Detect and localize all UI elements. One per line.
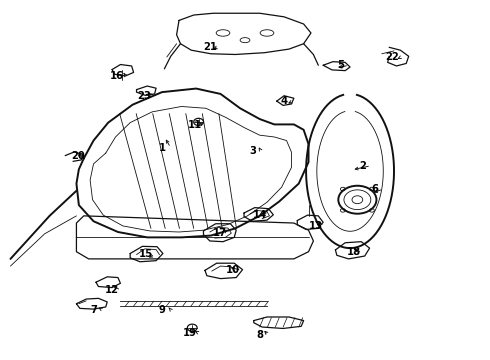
Text: 11: 11 <box>188 120 202 130</box>
Text: 3: 3 <box>249 146 256 156</box>
Text: 13: 13 <box>309 221 323 230</box>
Text: 4: 4 <box>281 96 288 106</box>
Text: 9: 9 <box>158 305 165 315</box>
Text: 8: 8 <box>256 330 263 340</box>
Text: 15: 15 <box>139 249 153 259</box>
Text: 2: 2 <box>359 161 366 171</box>
Text: 22: 22 <box>386 52 399 62</box>
Text: 17: 17 <box>213 228 226 238</box>
Text: 5: 5 <box>337 60 344 70</box>
Text: 18: 18 <box>346 247 361 257</box>
Text: 14: 14 <box>252 210 267 220</box>
Text: 16: 16 <box>110 71 124 81</box>
Text: 20: 20 <box>71 150 85 161</box>
Text: 7: 7 <box>90 305 97 315</box>
Text: 10: 10 <box>226 265 240 275</box>
Text: 12: 12 <box>105 285 119 296</box>
Text: 21: 21 <box>203 42 217 51</box>
Text: 19: 19 <box>183 328 197 338</box>
Text: 23: 23 <box>137 91 151 102</box>
Text: 6: 6 <box>371 184 378 194</box>
Text: 1: 1 <box>158 143 166 153</box>
